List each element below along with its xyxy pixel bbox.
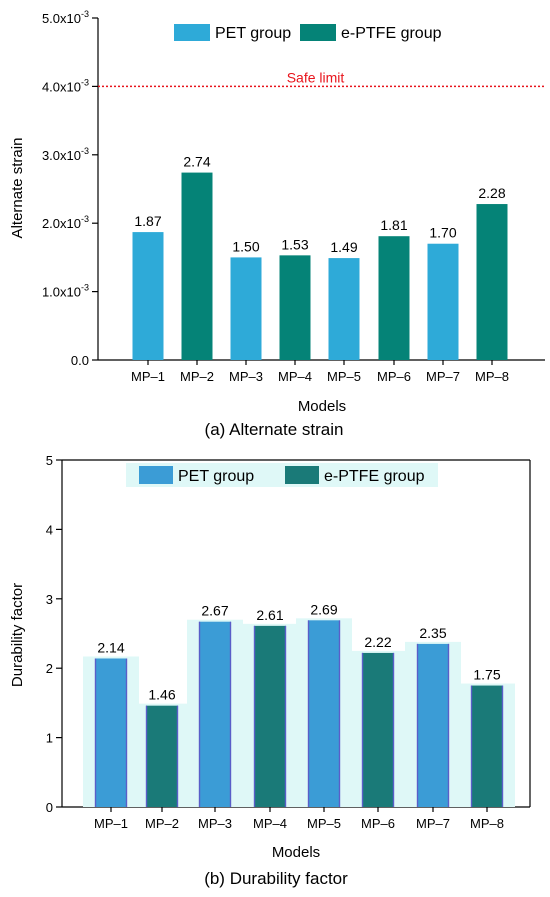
chart-alternate-strain: Alternate strain Models (a) Alternate st… bbox=[9, 9, 545, 439]
bar bbox=[476, 204, 508, 360]
y-tick-label: 4.0x10-3 bbox=[42, 77, 89, 94]
data-label: 2.28 bbox=[478, 185, 505, 201]
bar bbox=[427, 243, 459, 360]
bar bbox=[279, 255, 311, 360]
bar bbox=[132, 232, 164, 360]
y-axis-title: Alternate strain bbox=[9, 138, 26, 239]
x-axis-title: Models bbox=[272, 844, 320, 861]
bar bbox=[146, 705, 178, 807]
legend-swatch-eptfe bbox=[300, 24, 336, 41]
x-axis-title: Models bbox=[298, 398, 346, 415]
data-label: 1.49 bbox=[330, 239, 357, 255]
data-label: 1.81 bbox=[380, 217, 407, 233]
chart-caption: (b) Durability factor bbox=[204, 869, 348, 888]
x-tick-label: MP–3 bbox=[229, 369, 263, 384]
bar bbox=[199, 621, 231, 807]
x-tick-label: MP–1 bbox=[94, 816, 128, 831]
y-tick-label: 3.0x10-3 bbox=[42, 146, 89, 163]
x-tick-label: MP–5 bbox=[327, 369, 361, 384]
legend-glow bbox=[126, 463, 438, 487]
x-tick-label: MP–5 bbox=[307, 816, 341, 831]
data-label: 2.35 bbox=[419, 625, 446, 641]
y-tick-label: 3 bbox=[46, 592, 53, 607]
chart-durability-factor: Durability factor Models (b) Durability … bbox=[9, 453, 531, 888]
x-tick-label: MP–7 bbox=[416, 816, 450, 831]
data-label: 1.75 bbox=[473, 667, 500, 683]
bar bbox=[417, 643, 449, 807]
legend-label-pet: PET group bbox=[215, 25, 291, 42]
y-tick-label: 4 bbox=[46, 522, 53, 537]
bar bbox=[181, 172, 213, 360]
chart-caption: (a) Alternate strain bbox=[205, 420, 344, 439]
y-tick-label: 2.0x10-3 bbox=[42, 214, 89, 231]
x-tick-label: MP–3 bbox=[198, 816, 232, 831]
x-tick-label: MP–4 bbox=[253, 816, 287, 831]
x-tick-label: MP–8 bbox=[475, 369, 509, 384]
legend-swatch-eptfe bbox=[285, 466, 319, 484]
y-tick-label: 2 bbox=[46, 661, 53, 676]
bar bbox=[328, 258, 360, 360]
y-tick-label: 1.0x10-3 bbox=[42, 283, 89, 300]
legend-label-pet: PET group bbox=[178, 468, 254, 485]
legend-label-eptfe: e-PTFE group bbox=[324, 468, 425, 485]
y-tick-label: 5.0x10-3 bbox=[42, 9, 89, 26]
bar bbox=[378, 236, 410, 360]
axes: 0.0 1.0x10-3 2.0x10-3 3.0x10-3 4.0x10-3 5.0x1… bbox=[42, 9, 545, 368]
x-tick-label: MP–8 bbox=[470, 816, 504, 831]
safe-limit-label: Safe limit bbox=[287, 69, 345, 85]
bar bbox=[308, 620, 340, 807]
bar bbox=[471, 685, 503, 807]
legend-swatch-pet bbox=[139, 466, 173, 484]
y-axis-title: Durability factor bbox=[9, 583, 26, 687]
bar bbox=[230, 257, 262, 360]
data-label: 2.74 bbox=[183, 154, 210, 170]
y-tick-label: 0.0 bbox=[71, 353, 89, 368]
data-label: 1.53 bbox=[281, 236, 308, 252]
x-tick-label: MP–6 bbox=[361, 816, 395, 831]
y-tick-label: 1 bbox=[46, 731, 53, 746]
x-tick-label: MP–2 bbox=[180, 369, 214, 384]
x-tick-label: MP–4 bbox=[278, 369, 312, 384]
legend-swatch-pet bbox=[174, 24, 210, 41]
data-label: 2.61 bbox=[256, 607, 283, 623]
data-label: 1.87 bbox=[134, 213, 161, 229]
data-label: 1.46 bbox=[148, 687, 175, 703]
legend: PET group e-PTFE group bbox=[126, 463, 438, 487]
x-tick-label: MP–7 bbox=[426, 369, 460, 384]
bar bbox=[95, 658, 127, 807]
data-label: 2.69 bbox=[310, 601, 337, 617]
data-label: 1.70 bbox=[429, 225, 456, 241]
bar bbox=[362, 652, 394, 807]
legend: PET group e-PTFE group bbox=[174, 24, 442, 42]
x-tick-label: MP–1 bbox=[131, 369, 165, 384]
y-tick-label: 0 bbox=[46, 800, 53, 815]
x-tick-label: MP–2 bbox=[145, 816, 179, 831]
data-label: 2.22 bbox=[364, 634, 391, 650]
x-tick-label: MP–6 bbox=[377, 369, 411, 384]
data-label: 2.67 bbox=[201, 603, 228, 619]
data-label: 1.50 bbox=[232, 238, 259, 254]
data-label: 2.14 bbox=[97, 639, 124, 655]
y-tick-label: 5 bbox=[46, 453, 53, 468]
bar bbox=[254, 625, 286, 807]
legend-label-eptfe: e-PTFE group bbox=[341, 25, 442, 42]
